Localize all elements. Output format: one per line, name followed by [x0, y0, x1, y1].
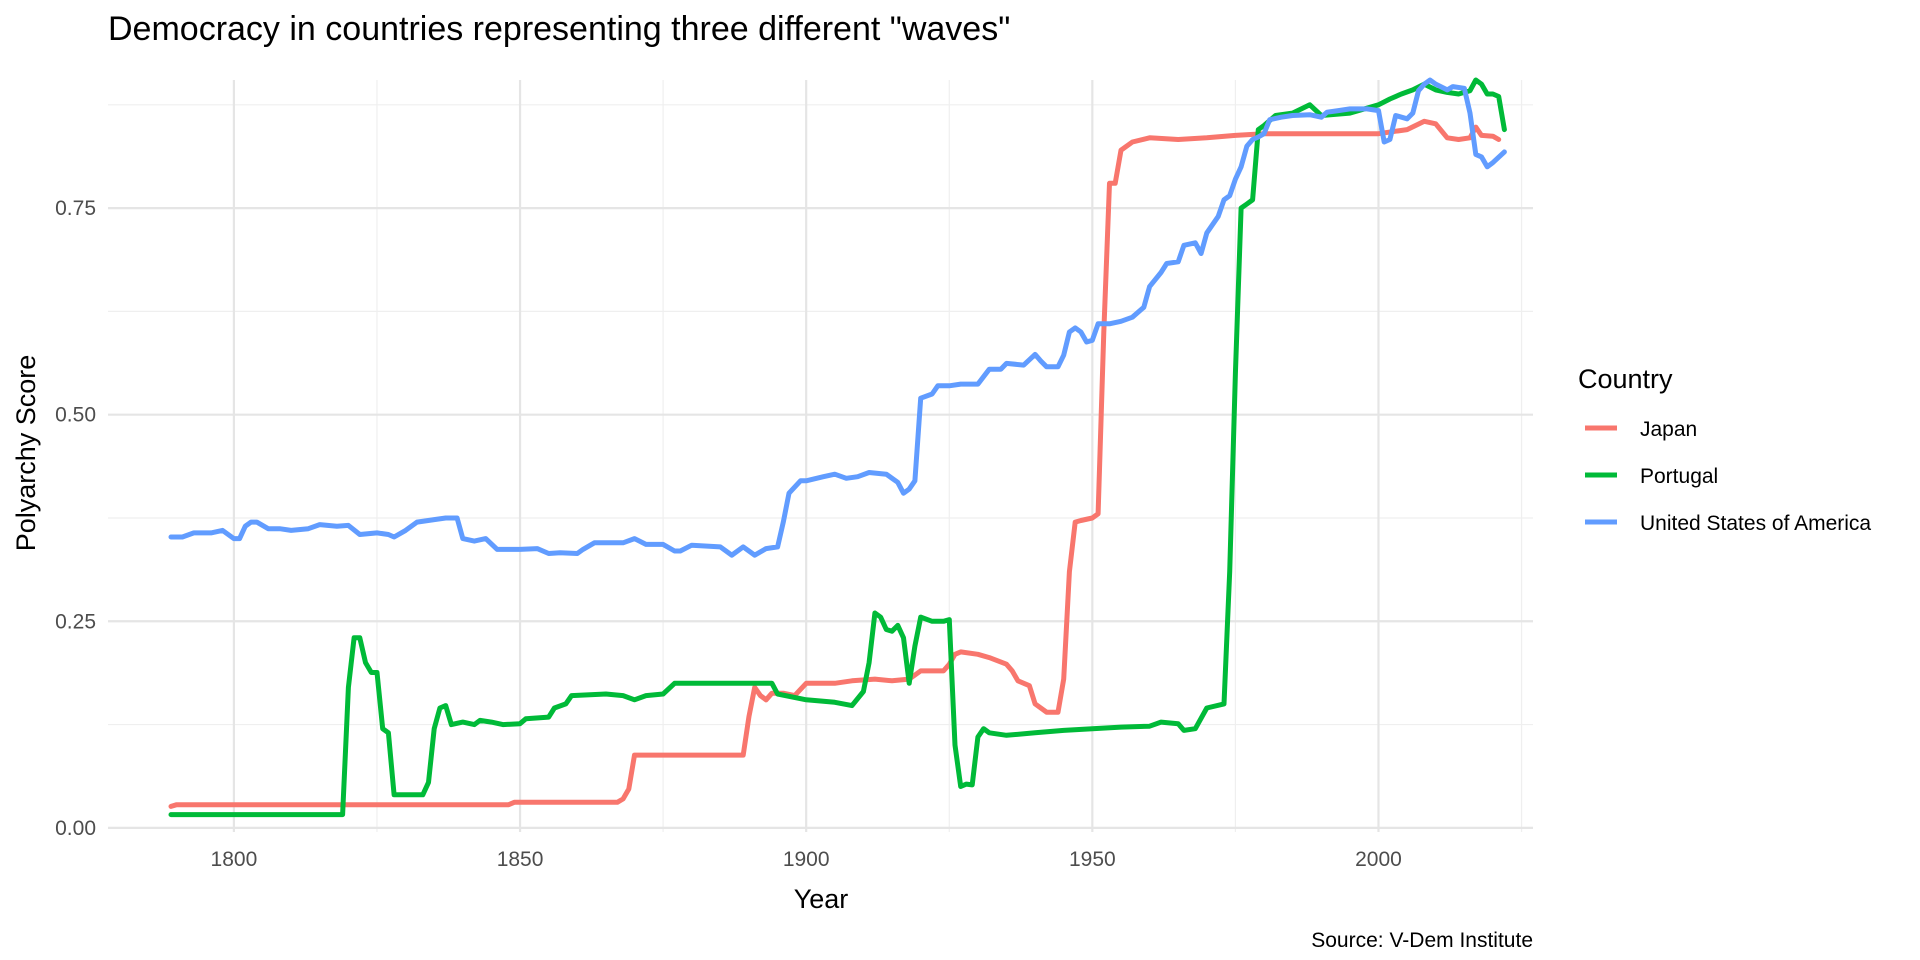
x-tick-label: 1900 — [783, 848, 830, 871]
x-tick-label: 1850 — [497, 848, 544, 871]
y-tick-label: 0.50 — [55, 404, 96, 427]
y-axis-title: Polyarchy Score — [11, 355, 41, 552]
x-axis-title: Year — [794, 884, 849, 914]
legend-title: Country — [1578, 364, 1673, 394]
legend: Country Japan Portugal United States of Am… — [1578, 364, 1871, 535]
series-line-united-states-of-america — [168, 77, 1507, 558]
legend-label-portugal: Portugal — [1640, 465, 1718, 488]
x-tick-label: 1800 — [211, 848, 258, 871]
series-lines — [168, 77, 1507, 818]
y-tick-label: 0.75 — [55, 197, 96, 220]
x-tick-label: 2000 — [1355, 848, 1402, 871]
chart-title: Democracy in countries representing thre… — [108, 10, 1010, 48]
x-axis-ticks: 1800 1850 1900 1950 2000 — [211, 848, 1402, 871]
x-tick-label: 1950 — [1069, 848, 1116, 871]
legend-label-united-states-of-america: United States of America — [1640, 512, 1871, 535]
y-axis-ticks: 0.00 0.25 0.50 0.75 — [55, 197, 96, 840]
gridlines — [108, 80, 1533, 832]
chart-caption: Source: V-Dem Institute — [1311, 929, 1533, 952]
y-tick-label: 0.25 — [55, 610, 96, 633]
series-line-japan — [168, 118, 1502, 809]
legend-items: Japan Portugal United States of America — [1585, 418, 1871, 535]
y-tick-label: 0.00 — [55, 817, 96, 840]
series-line-portugal — [168, 77, 1507, 818]
legend-label-japan: Japan — [1640, 418, 1697, 441]
